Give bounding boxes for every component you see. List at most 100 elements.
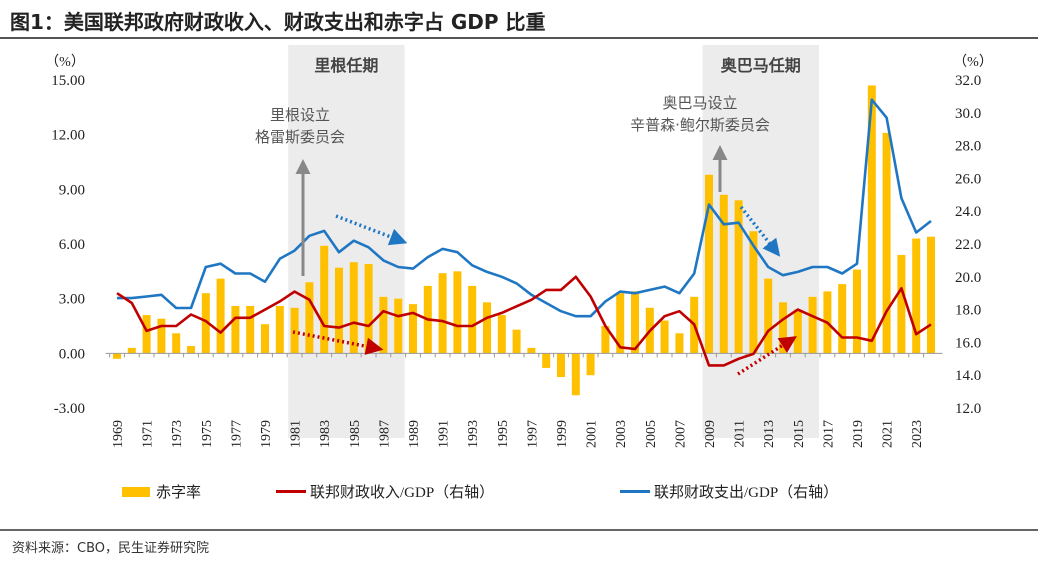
legend-label-revenue: 联邦财政收入/GDP（右轴） (310, 485, 495, 501)
right-axis-tick-label: 32.0 (955, 73, 981, 89)
source-divider (0, 529, 1038, 531)
obama-annotation-text: 辛普森·鲍尔斯委员会 (630, 116, 770, 134)
x-axis-year-label: 2021 (881, 420, 896, 448)
deficit-bar (113, 353, 121, 359)
x-axis-year-label: 1993 (466, 420, 481, 448)
x-axis-year-label: 1975 (200, 420, 215, 448)
x-axis-year-label: 2017 (821, 420, 836, 448)
deficit-bar (275, 305, 284, 354)
right-axis-tick-label: 26.0 (955, 171, 981, 187)
right-axis-tick-label: 30.0 (955, 106, 981, 122)
title-divider (0, 37, 1038, 39)
deficit-bar (453, 271, 462, 354)
x-axis-year-label: 1971 (141, 420, 156, 448)
deficit-bar (142, 315, 151, 354)
obama-annotation-text: 奥巴马设立 (662, 94, 737, 112)
deficit-bar (335, 267, 343, 354)
right-axis-tick-label: 20.0 (955, 270, 981, 286)
x-axis-year-label: 1987 (377, 420, 392, 448)
deficit-bar (719, 194, 728, 354)
deficit-bar (216, 278, 225, 354)
right-axis-tick-label: 14.0 (955, 368, 981, 384)
deficit-bar (201, 293, 210, 354)
x-axis-year-label: 1969 (111, 420, 126, 448)
outlays-line (117, 98, 932, 318)
x-axis-year-label: 2001 (585, 420, 600, 448)
x-axis-year-label: 2023 (910, 420, 925, 448)
deficit-bar (527, 347, 536, 354)
reagan-annotation-text: 格雷斯委员会 (255, 128, 345, 146)
left-axis-tick-label: 6.00 (59, 237, 85, 253)
figure-title: 图1：美国联邦政府财政收入、财政支出和赤字占 GDP 比重 (10, 10, 546, 34)
x-axis-year-label: 1977 (229, 420, 244, 448)
deficit-bar (557, 353, 565, 378)
right-axis-tick-label: 24.0 (955, 204, 981, 220)
x-axis-year-label: 1981 (289, 420, 304, 448)
left-axis-tick-label: 9.00 (59, 182, 85, 198)
right-axis-tick-label: 12.0 (955, 401, 981, 417)
deficit-bar (808, 296, 817, 354)
left-axis-unit-label: （%） (45, 54, 85, 70)
deficit-bar (172, 333, 181, 354)
deficit-bar (660, 320, 669, 354)
x-axis-year-label: 1989 (407, 420, 422, 448)
legend-swatch-revenue (276, 490, 306, 493)
source-note: 资料来源：CBO，民生证券研究院 (12, 541, 209, 556)
x-axis-year-label: 2013 (762, 420, 777, 448)
x-axis-year-label: 1973 (170, 420, 185, 448)
x-axis-year-label: 2011 (733, 420, 748, 447)
x-axis-year-label: 2015 (792, 420, 807, 448)
deficit-bar (897, 254, 906, 354)
deficit-bar (586, 353, 595, 376)
deficit-bar (764, 278, 773, 354)
deficit-bar (571, 353, 580, 396)
right-axis-tick-label: 28.0 (955, 139, 981, 155)
x-axis-year-label: 1997 (525, 420, 540, 448)
shaded-period-reagan (288, 45, 405, 438)
obama-revenue-trend-arrow (737, 336, 797, 376)
deficit-bar (601, 326, 610, 354)
deficit-bar (779, 302, 787, 354)
right-axis-tick-label: 16.0 (955, 335, 981, 351)
left-axis-tick-label: 0.00 (59, 346, 85, 362)
x-axis-year-label: 1979 (259, 420, 274, 448)
deficit-bar (912, 238, 921, 354)
legend-swatch-outlays (620, 490, 650, 493)
reagan-outlays-trend-arrow (335, 214, 408, 246)
reagan-annotation-text: 里根设立 (270, 106, 330, 124)
legend-item-deficit: 赤字率 (122, 481, 201, 502)
deficit-bar (882, 132, 891, 354)
deficit-bar (512, 329, 521, 354)
legend-item-outlays: 联邦财政支出/GDP（右轴） (620, 481, 838, 502)
right-axis-tick-label: 22.0 (955, 237, 981, 253)
x-axis-year-label: 2019 (851, 420, 866, 448)
deficit-bar (483, 302, 491, 354)
left-axis-tick-label: -3.00 (54, 401, 85, 417)
deficit-bar (187, 346, 195, 354)
deficit-bar (127, 347, 136, 354)
left-axis-tick-label: 12.00 (51, 128, 85, 144)
chart: 里根任期 奥巴马任期 15.00 12.00 9.00 6.00 3.00 0.00 -3.00… (45, 45, 993, 448)
left-axis-tick-label: 15.00 (51, 73, 85, 89)
x-axis-year-label: 2003 (614, 420, 629, 448)
x-axis-year-label: 1985 (348, 420, 363, 448)
deficit-bar (631, 291, 639, 354)
deficit-bar (438, 273, 447, 354)
right-axis-tick-label: 18.0 (955, 303, 981, 319)
revenue-line (116, 275, 932, 367)
x-axis-year-label: 2007 (673, 420, 688, 448)
deficit-bar (867, 85, 876, 354)
deficit-bar (616, 293, 625, 354)
deficit-bar (246, 305, 255, 354)
deficit-bar (320, 245, 329, 354)
legend-swatch-deficit (122, 486, 150, 497)
deficit-bar (675, 333, 684, 354)
right-axis-unit-label: （%） (953, 54, 993, 70)
left-axis-tick-label: 3.00 (59, 292, 85, 308)
deficit-bar (468, 285, 477, 354)
legend-label-outlays: 联邦财政支出/GDP（右轴） (654, 485, 839, 501)
x-axis-year-label: 1999 (555, 420, 570, 448)
x-axis-year-label: 1991 (437, 420, 452, 448)
deficit-bar (261, 324, 269, 354)
deficit-bar (157, 318, 166, 354)
